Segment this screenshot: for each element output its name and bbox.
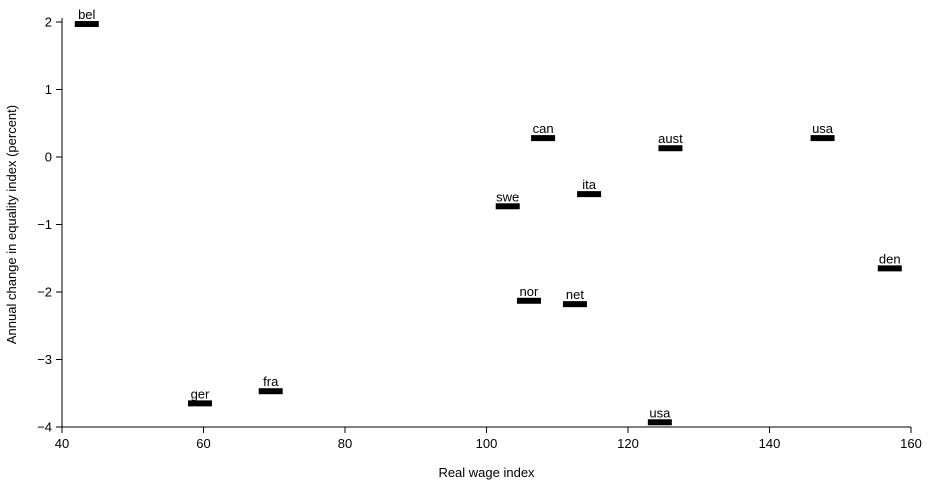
- y-axis-label: Annual change in equality index (percent…: [4, 105, 19, 344]
- point-label: swe: [496, 189, 519, 204]
- point-marker: [877, 265, 902, 272]
- point-label: fra: [263, 374, 279, 389]
- data-point-usa: usa: [647, 405, 672, 426]
- data-point-nor: nor: [516, 284, 541, 304]
- data-point-ger: ger: [187, 386, 212, 407]
- point-label: ita: [582, 177, 597, 192]
- x-tick-label: 140: [759, 436, 781, 451]
- point-label: can: [533, 121, 554, 136]
- point-marker: [74, 21, 99, 28]
- x-tick-label: 40: [55, 436, 69, 451]
- x-tick-label: 60: [196, 436, 210, 451]
- y-tick-label: 2: [45, 15, 52, 30]
- point-label: usa: [649, 405, 671, 420]
- data-point-aust: aust: [658, 131, 683, 152]
- x-ticks: 40 60 80 100 120 140 160: [55, 427, 922, 451]
- point-label: nor: [520, 284, 539, 299]
- point-label: den: [879, 251, 901, 266]
- x-tick-label: 100: [476, 436, 498, 451]
- data-point-usa: usa: [810, 121, 835, 142]
- y-tick-label: −1: [37, 217, 52, 232]
- data-point-fra: fra: [258, 374, 283, 395]
- point-label: net: [566, 287, 584, 302]
- point-label: usa: [812, 121, 834, 136]
- y-tick-label: 1: [45, 82, 52, 97]
- y-tick-label: −2: [37, 285, 52, 300]
- point-marker: [577, 191, 602, 198]
- data-points: bel can aust usa ita swe den nor net ger fra usa: [74, 7, 902, 426]
- data-point-ita: ita: [577, 177, 602, 198]
- point-marker: [187, 400, 212, 407]
- point-label: aust: [658, 131, 683, 146]
- data-point-bel: bel: [74, 7, 99, 28]
- y-tick-label: −4: [37, 420, 52, 435]
- x-axis-label: Real wage index: [438, 465, 535, 480]
- y-ticks: −4 −3 −2 −1 0 1 2: [37, 15, 62, 435]
- y-tick-label: −3: [37, 352, 52, 367]
- axes: [61, 18, 911, 428]
- x-tick-label: 80: [338, 436, 352, 451]
- point-label: bel: [78, 7, 95, 22]
- data-point-swe: swe: [495, 189, 520, 210]
- data-point-den: den: [877, 251, 902, 272]
- y-tick-label: 0: [45, 150, 52, 165]
- point-marker: [531, 135, 556, 142]
- point-marker: [647, 419, 672, 426]
- point-marker: [258, 388, 283, 395]
- data-point-can: can: [531, 121, 556, 142]
- data-point-net: net: [562, 287, 587, 308]
- point-marker: [495, 203, 520, 210]
- point-marker: [562, 301, 587, 308]
- point-marker: [810, 135, 835, 142]
- point-marker: [516, 297, 541, 304]
- x-tick-label: 160: [900, 436, 922, 451]
- point-marker: [658, 145, 683, 152]
- x-tick-label: 120: [617, 436, 639, 451]
- point-label: ger: [191, 386, 210, 401]
